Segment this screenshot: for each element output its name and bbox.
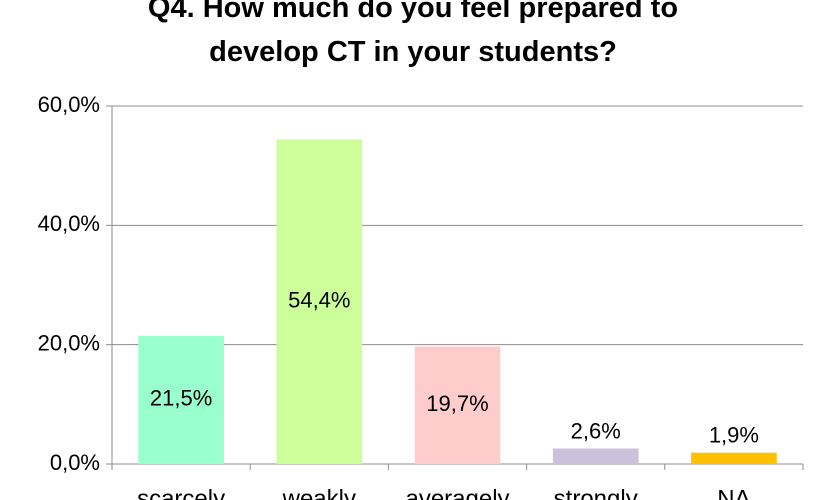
bar xyxy=(552,448,639,464)
y-tick-label: 0,0% xyxy=(50,450,100,475)
x-tick-label: weakly xyxy=(282,485,356,500)
bar xyxy=(691,452,777,464)
value-label: 21,5% xyxy=(150,386,212,411)
value-label: 19,7% xyxy=(426,391,488,416)
value-label: 1,9% xyxy=(709,422,759,447)
value-label: 54,4% xyxy=(288,288,350,313)
chart-title: Q4. How much do you feel prepared to dev… xyxy=(147,0,679,68)
y-tick-label: 60,0% xyxy=(38,92,100,117)
bar xyxy=(138,335,224,464)
bar xyxy=(414,346,501,464)
y-tick-label: 40,0% xyxy=(38,211,100,236)
value-label: 2,6% xyxy=(571,418,621,443)
x-tick-label: strongly xyxy=(554,485,638,500)
x-tick-label: scarcely xyxy=(137,485,225,500)
y-tick-label: 20,0% xyxy=(38,330,100,355)
bar xyxy=(276,139,363,464)
x-tick-label: averagely xyxy=(405,485,509,500)
x-tick-label: NA xyxy=(717,485,750,500)
